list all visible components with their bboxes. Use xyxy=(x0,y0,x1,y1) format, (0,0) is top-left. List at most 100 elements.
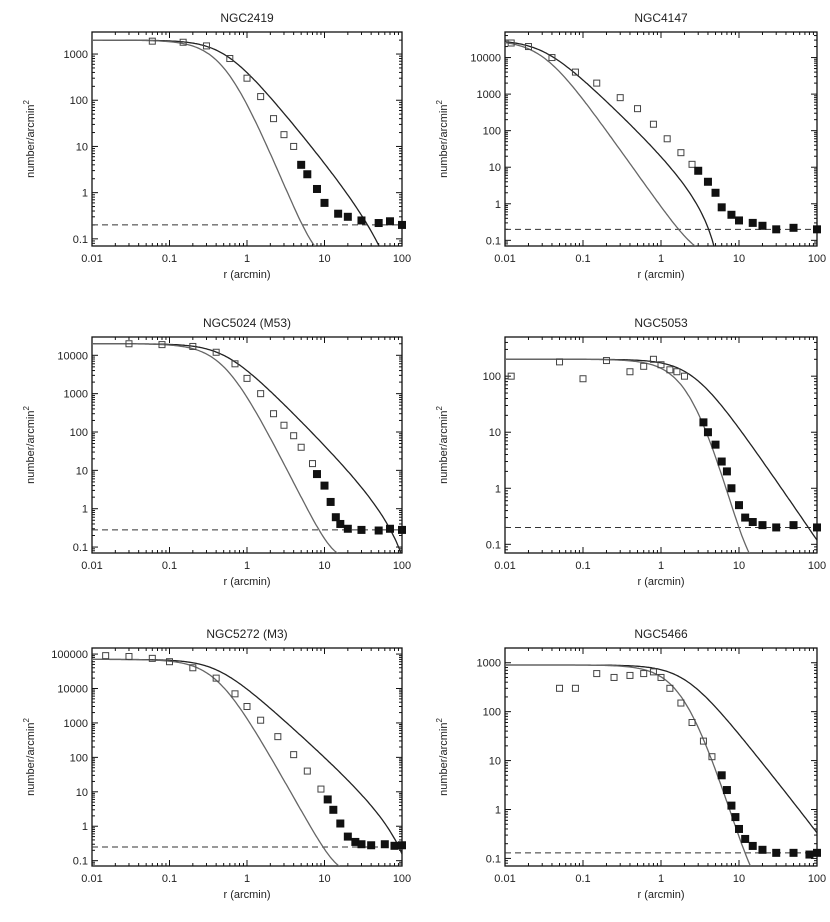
panel-1-filled-data-point xyxy=(334,209,343,218)
panel-3-open-data-point xyxy=(243,374,251,382)
panel-3-open-data-point xyxy=(212,348,220,356)
panel-1-x-tick-label: 100 xyxy=(393,253,411,265)
panel-2-x-axis-label: r (arcmin) xyxy=(637,269,684,281)
panel-2-open-data-point xyxy=(593,79,601,87)
panel-3-x-tick-label: 0.01 xyxy=(81,560,102,572)
panel-2-filled-data-point xyxy=(735,216,743,225)
panel-4-x-tick-label: 10 xyxy=(733,560,745,572)
panel-4-filled-data-point xyxy=(789,521,798,530)
panel-5-y-tick-label: 10000 xyxy=(57,683,88,695)
panel-3-title: NGC5024 (M53) xyxy=(203,316,291,330)
panel-4-open-data-point xyxy=(640,362,648,370)
panel-5-open-data-point xyxy=(148,654,156,662)
panel-6-x-tick-label: 1 xyxy=(658,873,664,885)
panel-6-filled-data-point xyxy=(789,848,798,857)
panel-2-title: NGC4147 xyxy=(634,11,688,25)
panel-4-filled-data-point xyxy=(722,467,731,476)
panel-5-filled-data-point xyxy=(398,841,406,850)
panel-4-x-tick-label: 100 xyxy=(808,560,826,572)
panel-1-x-tick-label: 0.01 xyxy=(81,253,102,265)
panel-6-filled-data-point xyxy=(748,841,757,850)
panel-4-x-axis-label: r (arcmin) xyxy=(637,576,684,588)
panel-6-x-axis-label: r (arcmin) xyxy=(637,889,684,901)
panel-3-filled-data-point xyxy=(331,513,340,522)
panel-1-y-tick-label: 10 xyxy=(76,141,88,153)
panel-6-open-data-point xyxy=(666,684,674,692)
panel-5-open-data-point xyxy=(317,785,325,793)
panel-4-filled-data-point xyxy=(748,518,757,527)
panel-6-open-data-point xyxy=(649,668,657,676)
panel-4-filled-data-point xyxy=(703,428,712,437)
panel-4-y-tick-label: 100 xyxy=(483,371,501,383)
chart-panel-3: 0.01 0.1 1 10 100 0.1 1 10 100 1000 10000 NGC5024 (… xyxy=(22,316,411,588)
panel-4-plot-frame xyxy=(504,336,818,554)
panel-5-filled-data-point xyxy=(343,832,352,841)
panel-5-filled-data-point xyxy=(336,819,345,828)
panel-2-open-data-point xyxy=(663,135,671,143)
panel-2-y-tick-label: 1 xyxy=(495,199,501,211)
panel-3-power-law-model-curve xyxy=(92,343,339,553)
panel-5-king-model-curve xyxy=(92,658,402,855)
panel-1-y-tick-label: 100 xyxy=(70,95,88,107)
panel-2-open-data-point xyxy=(616,94,624,102)
panel-1-filled-data-point xyxy=(320,198,329,207)
panel-1-x-tick-label: 10 xyxy=(318,253,330,265)
panel-6-open-data-point xyxy=(571,684,579,692)
panel-3-filled-data-point xyxy=(326,497,335,506)
panel-3-y-tick-label: 10 xyxy=(76,465,88,477)
panel-6-filled-data-point xyxy=(772,848,781,857)
panel-1-x-tick-label: 1 xyxy=(244,253,250,265)
panel-6-filled-data-point xyxy=(805,850,814,859)
panel-2-open-data-point xyxy=(524,43,532,51)
chart-panel-4: 0.01 0.1 1 10 100 0.1 1 10 100 NGC5053 r (arcmin) n… xyxy=(435,316,826,588)
panel-1-open-data-point xyxy=(243,74,251,82)
panel-6-x-tick-label: 10 xyxy=(733,873,745,885)
panel-3-y-axis-label: number/arcmin2 xyxy=(22,406,37,484)
panel-4-y-tick-label: 0.1 xyxy=(486,539,501,551)
panel-6-x-tick-label: 0.01 xyxy=(494,873,515,885)
panel-6-x-tick-label: 0.1 xyxy=(575,873,590,885)
chart-panel-6: 0.01 0.1 1 10 100 0.1 1 10 100 1000 NGC5466 r (arcm… xyxy=(435,627,826,901)
panel-4-y-axis-label: number/arcmin2 xyxy=(435,406,450,484)
panel-3-x-axis-label: r (arcmin) xyxy=(223,576,270,588)
panel-4-open-data-point xyxy=(673,368,681,376)
panel-4-open-data-point xyxy=(602,357,610,365)
panel-4-title: NGC5053 xyxy=(634,316,688,330)
panel-5-open-data-point xyxy=(243,703,251,711)
panel-4-y-tick-label: 10 xyxy=(489,427,501,439)
panel-2-y-tick-label: 100 xyxy=(483,126,501,138)
panel-4-filled-data-point xyxy=(711,440,720,449)
panel-4-power-law-model-curve xyxy=(505,358,750,553)
panel-4-open-data-point xyxy=(657,361,665,369)
panel-5-open-data-point xyxy=(231,690,239,698)
panel-6-filled-data-point xyxy=(741,834,750,843)
panel-2-filled-data-point xyxy=(727,210,736,219)
panel-2-y-tick-label: 10 xyxy=(489,162,501,174)
panel-2-filled-data-point xyxy=(694,166,703,175)
panel-5-x-tick-label: 0.01 xyxy=(81,873,102,885)
panel-6-y-tick-label: 100 xyxy=(483,707,501,719)
panel-5-open-data-point xyxy=(303,767,311,775)
panel-2-y-tick-label: 1000 xyxy=(477,89,501,101)
panel-5-open-data-point xyxy=(212,674,220,682)
panel-1-open-data-point xyxy=(226,55,234,63)
panel-6-open-data-point xyxy=(657,673,665,681)
panel-1-open-data-point xyxy=(202,42,210,50)
panel-6-open-data-point xyxy=(640,670,648,678)
panel-2-open-data-point xyxy=(571,68,579,76)
chart-panel-2: 0.01 0.1 1 10 100 0.1 1 10 100 1000 10000 NGC4147 r … xyxy=(435,11,826,281)
panel-5-y-tick-label: 100 xyxy=(70,752,88,764)
panel-6-filled-data-point xyxy=(735,824,743,833)
panel-1-open-data-point xyxy=(270,115,278,123)
panel-1-filled-data-point xyxy=(312,184,321,193)
panel-3-filled-data-point xyxy=(312,470,321,479)
panel-6-filled-data-point xyxy=(727,801,736,810)
panel-2-filled-data-point xyxy=(813,225,821,234)
panel-1-open-data-point xyxy=(179,38,187,46)
panel-2-power-law-model-curve xyxy=(505,41,696,246)
panel-4-filled-data-point xyxy=(735,501,743,510)
panel-2-open-data-point xyxy=(634,105,642,113)
panel-5-open-data-point xyxy=(102,652,110,660)
panel-6-filled-data-point xyxy=(722,786,731,795)
